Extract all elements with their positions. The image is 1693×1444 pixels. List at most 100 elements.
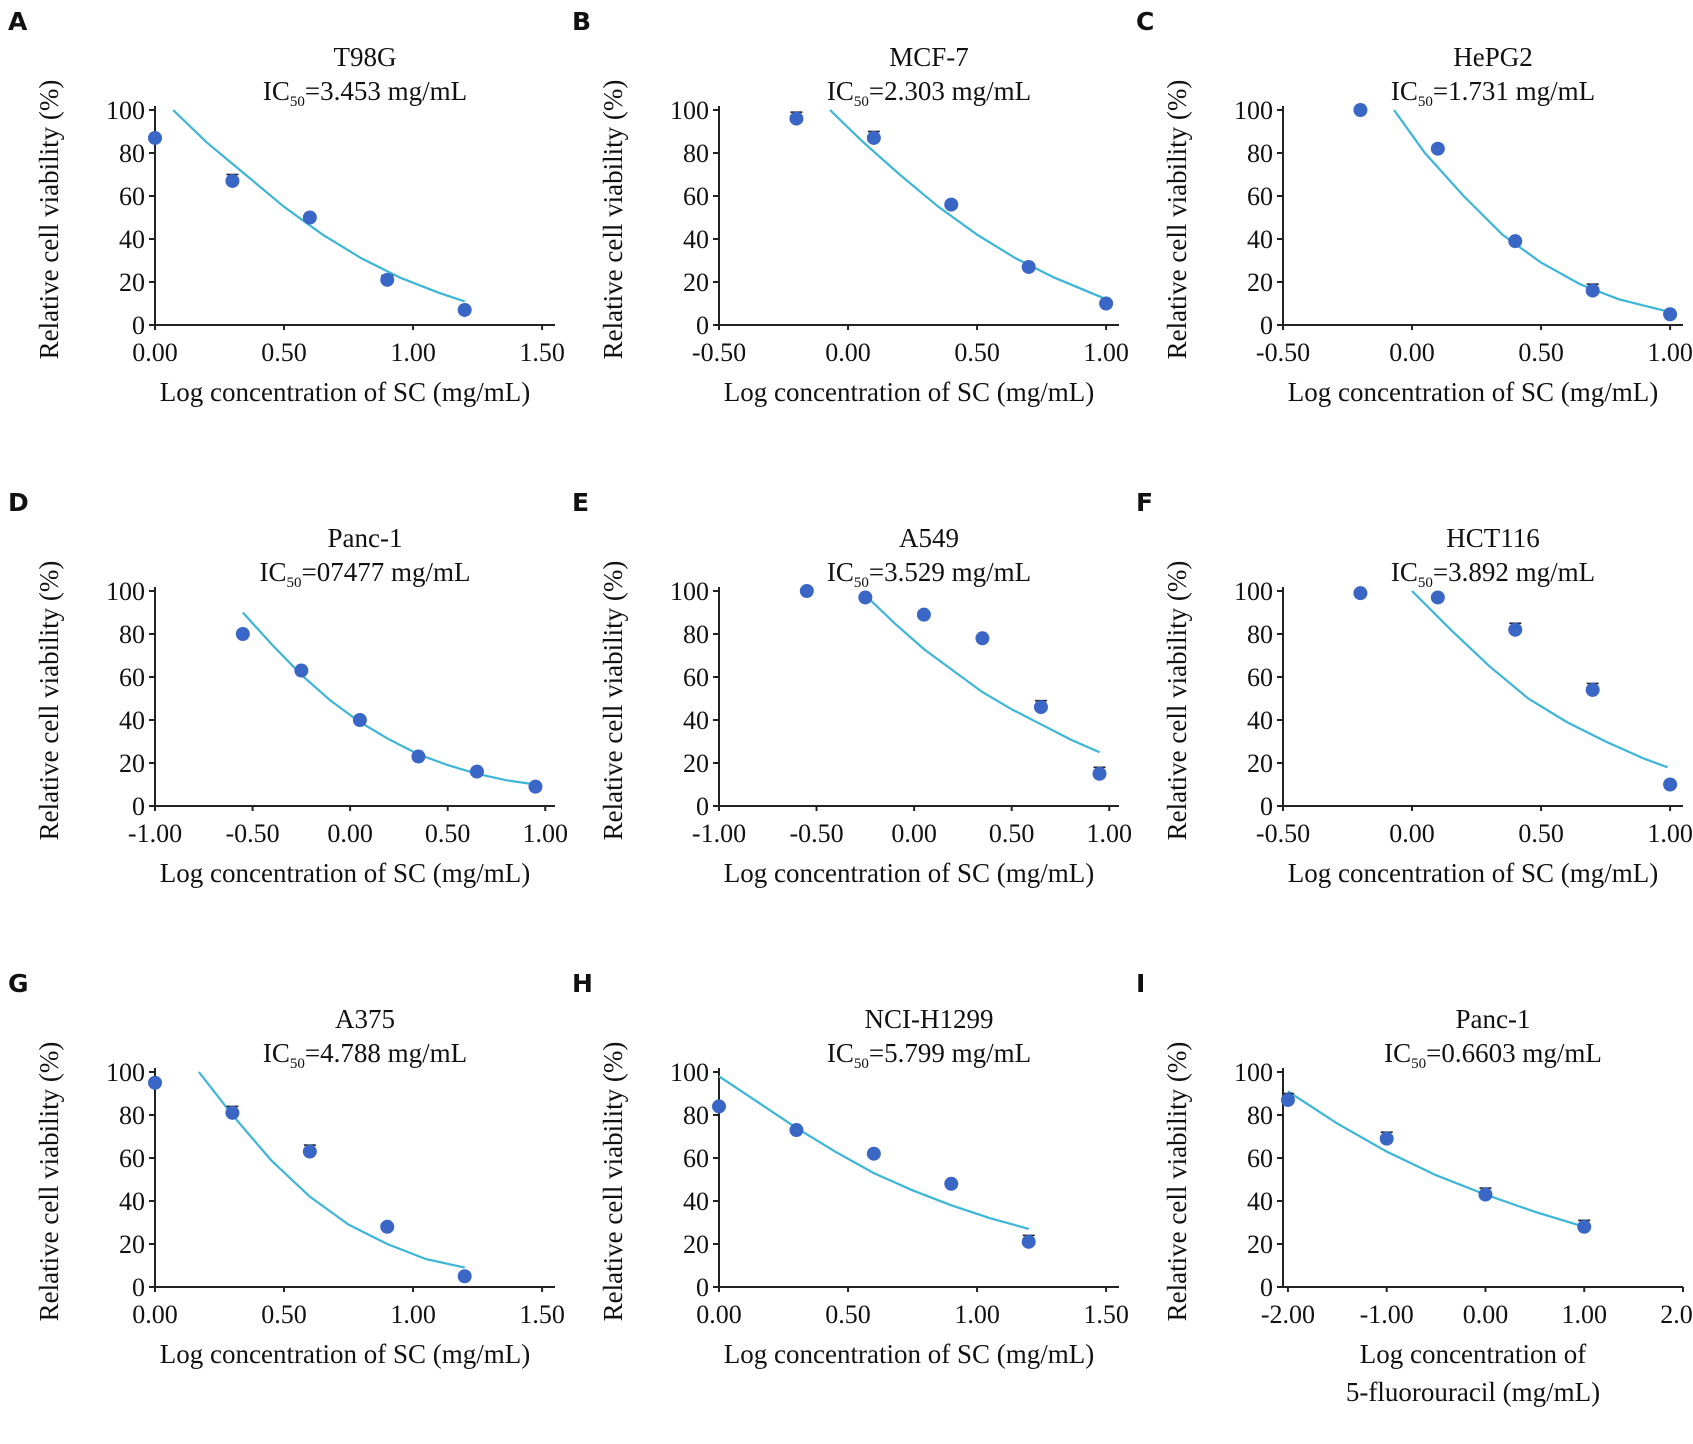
x-tick-label: 1.00 [1647, 338, 1693, 367]
x-tick-label: -0.50 [1256, 338, 1310, 367]
data-point [1663, 307, 1678, 322]
data-point [380, 272, 395, 287]
y-tick-label: 60 [683, 182, 709, 211]
ic50-subscript: 50 [290, 94, 305, 110]
y-tick-label: 80 [1247, 139, 1273, 168]
x-tick-label: 0.00 [696, 1300, 742, 1329]
y-tick-label: 100 [670, 96, 709, 125]
data-point [1280, 1092, 1295, 1107]
ic50-value: =0.6603 mg/mL [1426, 1038, 1602, 1068]
chart-panel-b: B MCF-7 IC50=2.303 mg/mL 0 20 40 60 80 100 -0.50 0… [564, 0, 1129, 481]
x-tick-label: -0.50 [1256, 819, 1310, 848]
data-point [1353, 586, 1368, 601]
ic50-label: IC50=5.799 mg/mL [827, 1038, 1031, 1072]
fit-curve [241, 611, 536, 786]
x-tick-label: -1.00 [1360, 1300, 1414, 1329]
fit-curve [172, 109, 466, 303]
data-point [302, 1144, 317, 1159]
y-axis-label: Relative cell viability (%) [598, 561, 628, 841]
chart-svg: B MCF-7 IC50=2.303 mg/mL 0 20 40 60 80 100 -0.50 0… [572, 7, 1129, 407]
y-tick-label: 60 [119, 1144, 145, 1173]
chart-title: NCI-H1299 [865, 1004, 994, 1034]
y-tick-label: 80 [119, 620, 145, 649]
ic50-label: IC50=0.6603 mg/mL [1384, 1038, 1602, 1072]
y-tick-label: 0 [132, 792, 145, 821]
y-tick-label: 60 [1247, 663, 1273, 692]
data-point [148, 1075, 162, 1090]
data-point [225, 173, 240, 188]
chart-panel-h: H NCI-H1299 IC50=5.799 mg/mL 0 20 40 60 80 100 0.… [564, 962, 1129, 1443]
panel-label: F [1136, 488, 1153, 517]
y-axis-label: Relative cell viability (%) [598, 80, 628, 360]
y-tick-label: 20 [683, 268, 709, 297]
ic50-value: =3.529 mg/mL [869, 557, 1031, 587]
chart-title: T98G [334, 42, 397, 72]
ic50-label: IC50=07477 mg/mL [260, 557, 471, 591]
data-point [148, 130, 162, 145]
ic50-prefix: IC [263, 1038, 290, 1068]
y-tick-label: 80 [683, 620, 709, 649]
x-axis-label: Log concentration of SC (mg/mL) [160, 1339, 530, 1369]
y-tick-label: 60 [119, 182, 145, 211]
y-tick-label: 20 [1247, 1230, 1273, 1259]
ic50-label: IC50=1.731 mg/mL [1391, 76, 1595, 110]
y-tick-label: 80 [1247, 1101, 1273, 1130]
panel-label: I [1136, 969, 1145, 998]
ic50-prefix: IC [260, 557, 287, 587]
chart-panel-g: G A375 IC50=4.788 mg/mL 0 20 40 60 80 100 0.00 0.5… [0, 962, 565, 1443]
chart-panel-e: E A549 IC50=3.529 mg/mL 0 20 40 60 80 100 -1.00 -0… [564, 481, 1132, 962]
fit-curve [718, 1075, 1029, 1230]
data-point [1478, 1187, 1493, 1202]
data-point [1508, 622, 1523, 637]
y-tick-label: 80 [119, 139, 145, 168]
x-tick-label: 0.50 [989, 819, 1034, 848]
fit-curve [1287, 1090, 1585, 1228]
y-tick-label: 40 [119, 706, 145, 735]
ic50-subscript: 50 [854, 1056, 869, 1072]
x-tick-label: 0.00 [1389, 338, 1435, 367]
chart-svg: H NCI-H1299 IC50=5.799 mg/mL 0 20 40 60 80 100 0.… [572, 969, 1129, 1369]
x-axis-label: Log concentration of [1360, 1339, 1586, 1369]
x-axis-label: Log concentration of SC (mg/mL) [724, 377, 1094, 407]
x-axis-label: Log concentration of SC (mg/mL) [160, 858, 530, 888]
ic50-label: IC50=3.529 mg/mL [827, 557, 1031, 591]
chart-svg: I Panc-1 IC50=0.6603 mg/mL 0 20 40 60 80 100 -2.0… [1136, 969, 1693, 1407]
x-tick-label: -0.50 [789, 819, 843, 848]
y-axis-label: Relative cell viability (%) [34, 80, 64, 360]
chart-svg: D Panc-1 IC50=07477 mg/mL 0 20 40 60 80 100 -1.00… [8, 488, 568, 888]
y-tick-label: 60 [683, 663, 709, 692]
panel-label: E [572, 488, 589, 517]
panel-label: H [572, 969, 593, 998]
y-tick-label: 100 [670, 577, 709, 606]
ic50-value: =3.892 mg/mL [1433, 557, 1595, 587]
ic50-prefix: IC [827, 76, 854, 106]
x-tick-label: 1.50 [519, 1300, 565, 1329]
y-tick-label: 20 [683, 749, 709, 778]
chart-svg: G A375 IC50=4.788 mg/mL 0 20 40 60 80 100 0.00 0.5… [8, 969, 565, 1369]
chart-panel-a: A T98G IC50=3.453 mg/mL 0 20 40 60 80 100 0.00 0.5… [0, 0, 565, 481]
x-tick-label: 0.00 [132, 1300, 178, 1329]
x-tick-label: 0.00 [327, 819, 373, 848]
ic50-label: IC50=2.303 mg/mL [827, 76, 1031, 110]
chart-title: HCT116 [1446, 523, 1540, 553]
y-tick-label: 0 [696, 311, 709, 340]
x-tick-label: 0.00 [891, 819, 937, 848]
chart-title: A375 [335, 1004, 395, 1034]
x-tick-label: 0.00 [825, 338, 871, 367]
chart-title: HePG2 [1453, 42, 1533, 72]
data-point [858, 590, 873, 605]
data-point [1430, 141, 1445, 156]
x-tick-label: 0.50 [425, 819, 471, 848]
y-tick-label: 40 [1247, 225, 1273, 254]
ic50-label: IC50=4.788 mg/mL [263, 1038, 467, 1072]
x-tick-label: 0.50 [825, 1300, 871, 1329]
data-point [457, 302, 472, 317]
y-axis-label: Relative cell viability (%) [1162, 80, 1192, 360]
x-tick-label: 1.50 [519, 338, 565, 367]
y-tick-label: 100 [106, 96, 145, 125]
chart-svg: A T98G IC50=3.453 mg/mL 0 20 40 60 80 100 0.00 0.5… [8, 7, 565, 407]
y-tick-label: 40 [119, 225, 145, 254]
y-tick-label: 0 [132, 311, 145, 340]
y-axis-label: Relative cell viability (%) [1162, 1042, 1192, 1322]
